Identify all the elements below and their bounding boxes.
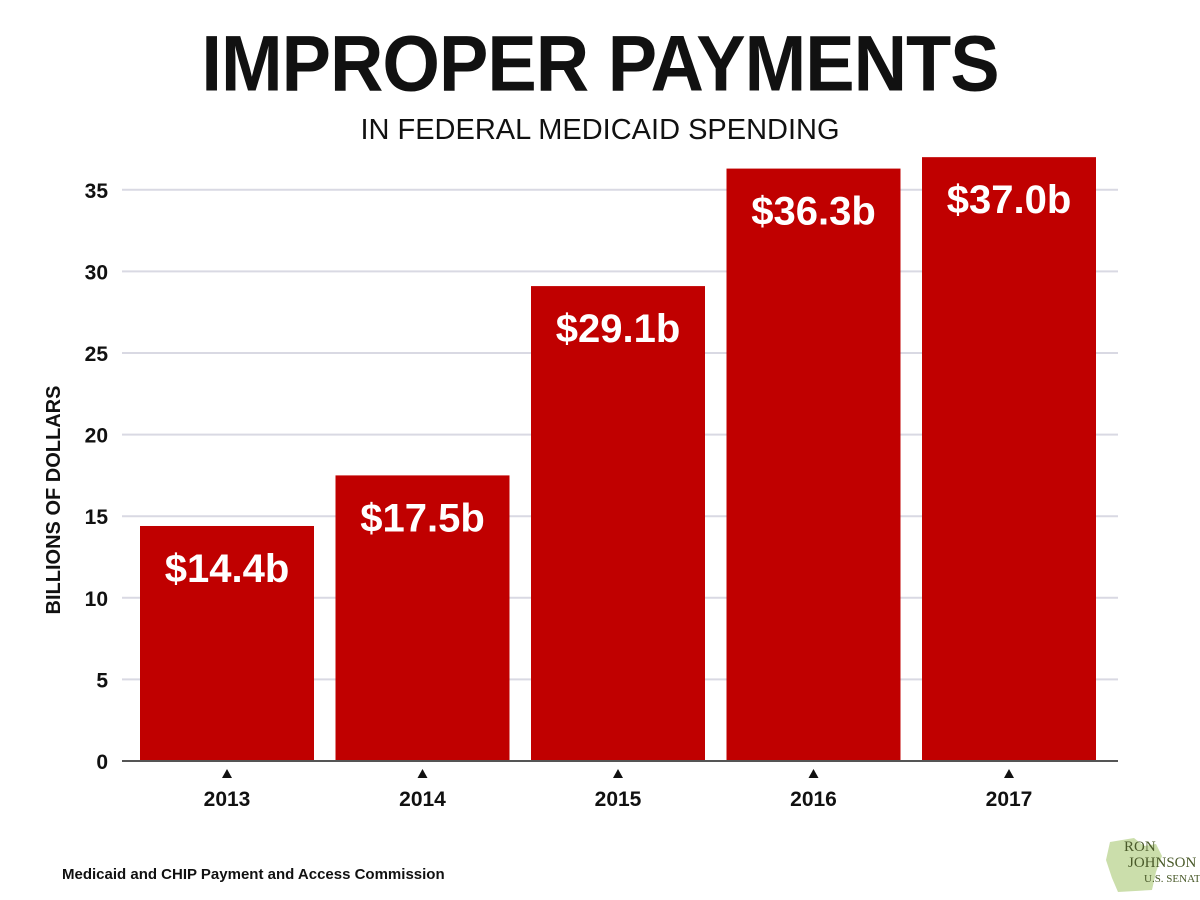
y-tick-label: 15 <box>85 506 109 529</box>
chart-title: IMPROPER PAYMENTS <box>201 19 999 108</box>
x-tick-marker-icon <box>417 769 428 778</box>
bar <box>726 168 901 762</box>
bar-data-label: $36.3b <box>751 190 876 234</box>
bar-data-label: $29.1b <box>556 307 681 351</box>
x-tick-label: 2014 <box>399 788 446 811</box>
logo-text-line1: RON <box>1124 839 1156 855</box>
senator-logo: RON JOHNSON U.S. SENATE <box>1104 836 1200 894</box>
bar-data-label: $14.4b <box>165 547 290 591</box>
y-tick-label: 5 <box>96 669 108 692</box>
bar <box>531 286 705 761</box>
bar-data-label: $37.0b <box>947 178 1072 222</box>
chart-subtitle: IN FEDERAL MEDICAID SPENDING <box>360 114 840 146</box>
y-axis-title: BILLIONS OF DOLLARS <box>43 386 65 615</box>
x-tick-label: 2016 <box>790 788 837 811</box>
wisconsin-shape-icon <box>1106 838 1162 892</box>
logo-text-line2: JOHNSON <box>1128 855 1197 871</box>
x-tick-marker-icon <box>222 769 232 778</box>
bar-data-label: $17.5b <box>360 496 485 540</box>
y-tick-label: 35 <box>85 180 109 203</box>
source-note: Medicaid and CHIP Payment and Access Com… <box>62 866 445 883</box>
y-tick-label: 30 <box>85 261 108 284</box>
x-tick-marker-icon <box>613 769 623 778</box>
bar <box>922 157 1096 761</box>
y-tick-label: 10 <box>85 588 108 611</box>
y-tick-label: 25 <box>85 343 109 366</box>
x-tick-label: 2017 <box>986 788 1033 811</box>
logo-text-line3: U.S. SENATE <box>1144 873 1200 885</box>
y-tick-label: 20 <box>85 425 108 448</box>
x-tick-marker-icon <box>808 769 819 778</box>
x-tick-marker-icon <box>1004 769 1014 778</box>
x-tick-label: 2015 <box>595 788 642 811</box>
x-tick-label: 2013 <box>204 788 251 811</box>
y-tick-label: 0 <box>96 751 108 774</box>
bar <box>335 475 510 761</box>
bar <box>140 525 314 761</box>
